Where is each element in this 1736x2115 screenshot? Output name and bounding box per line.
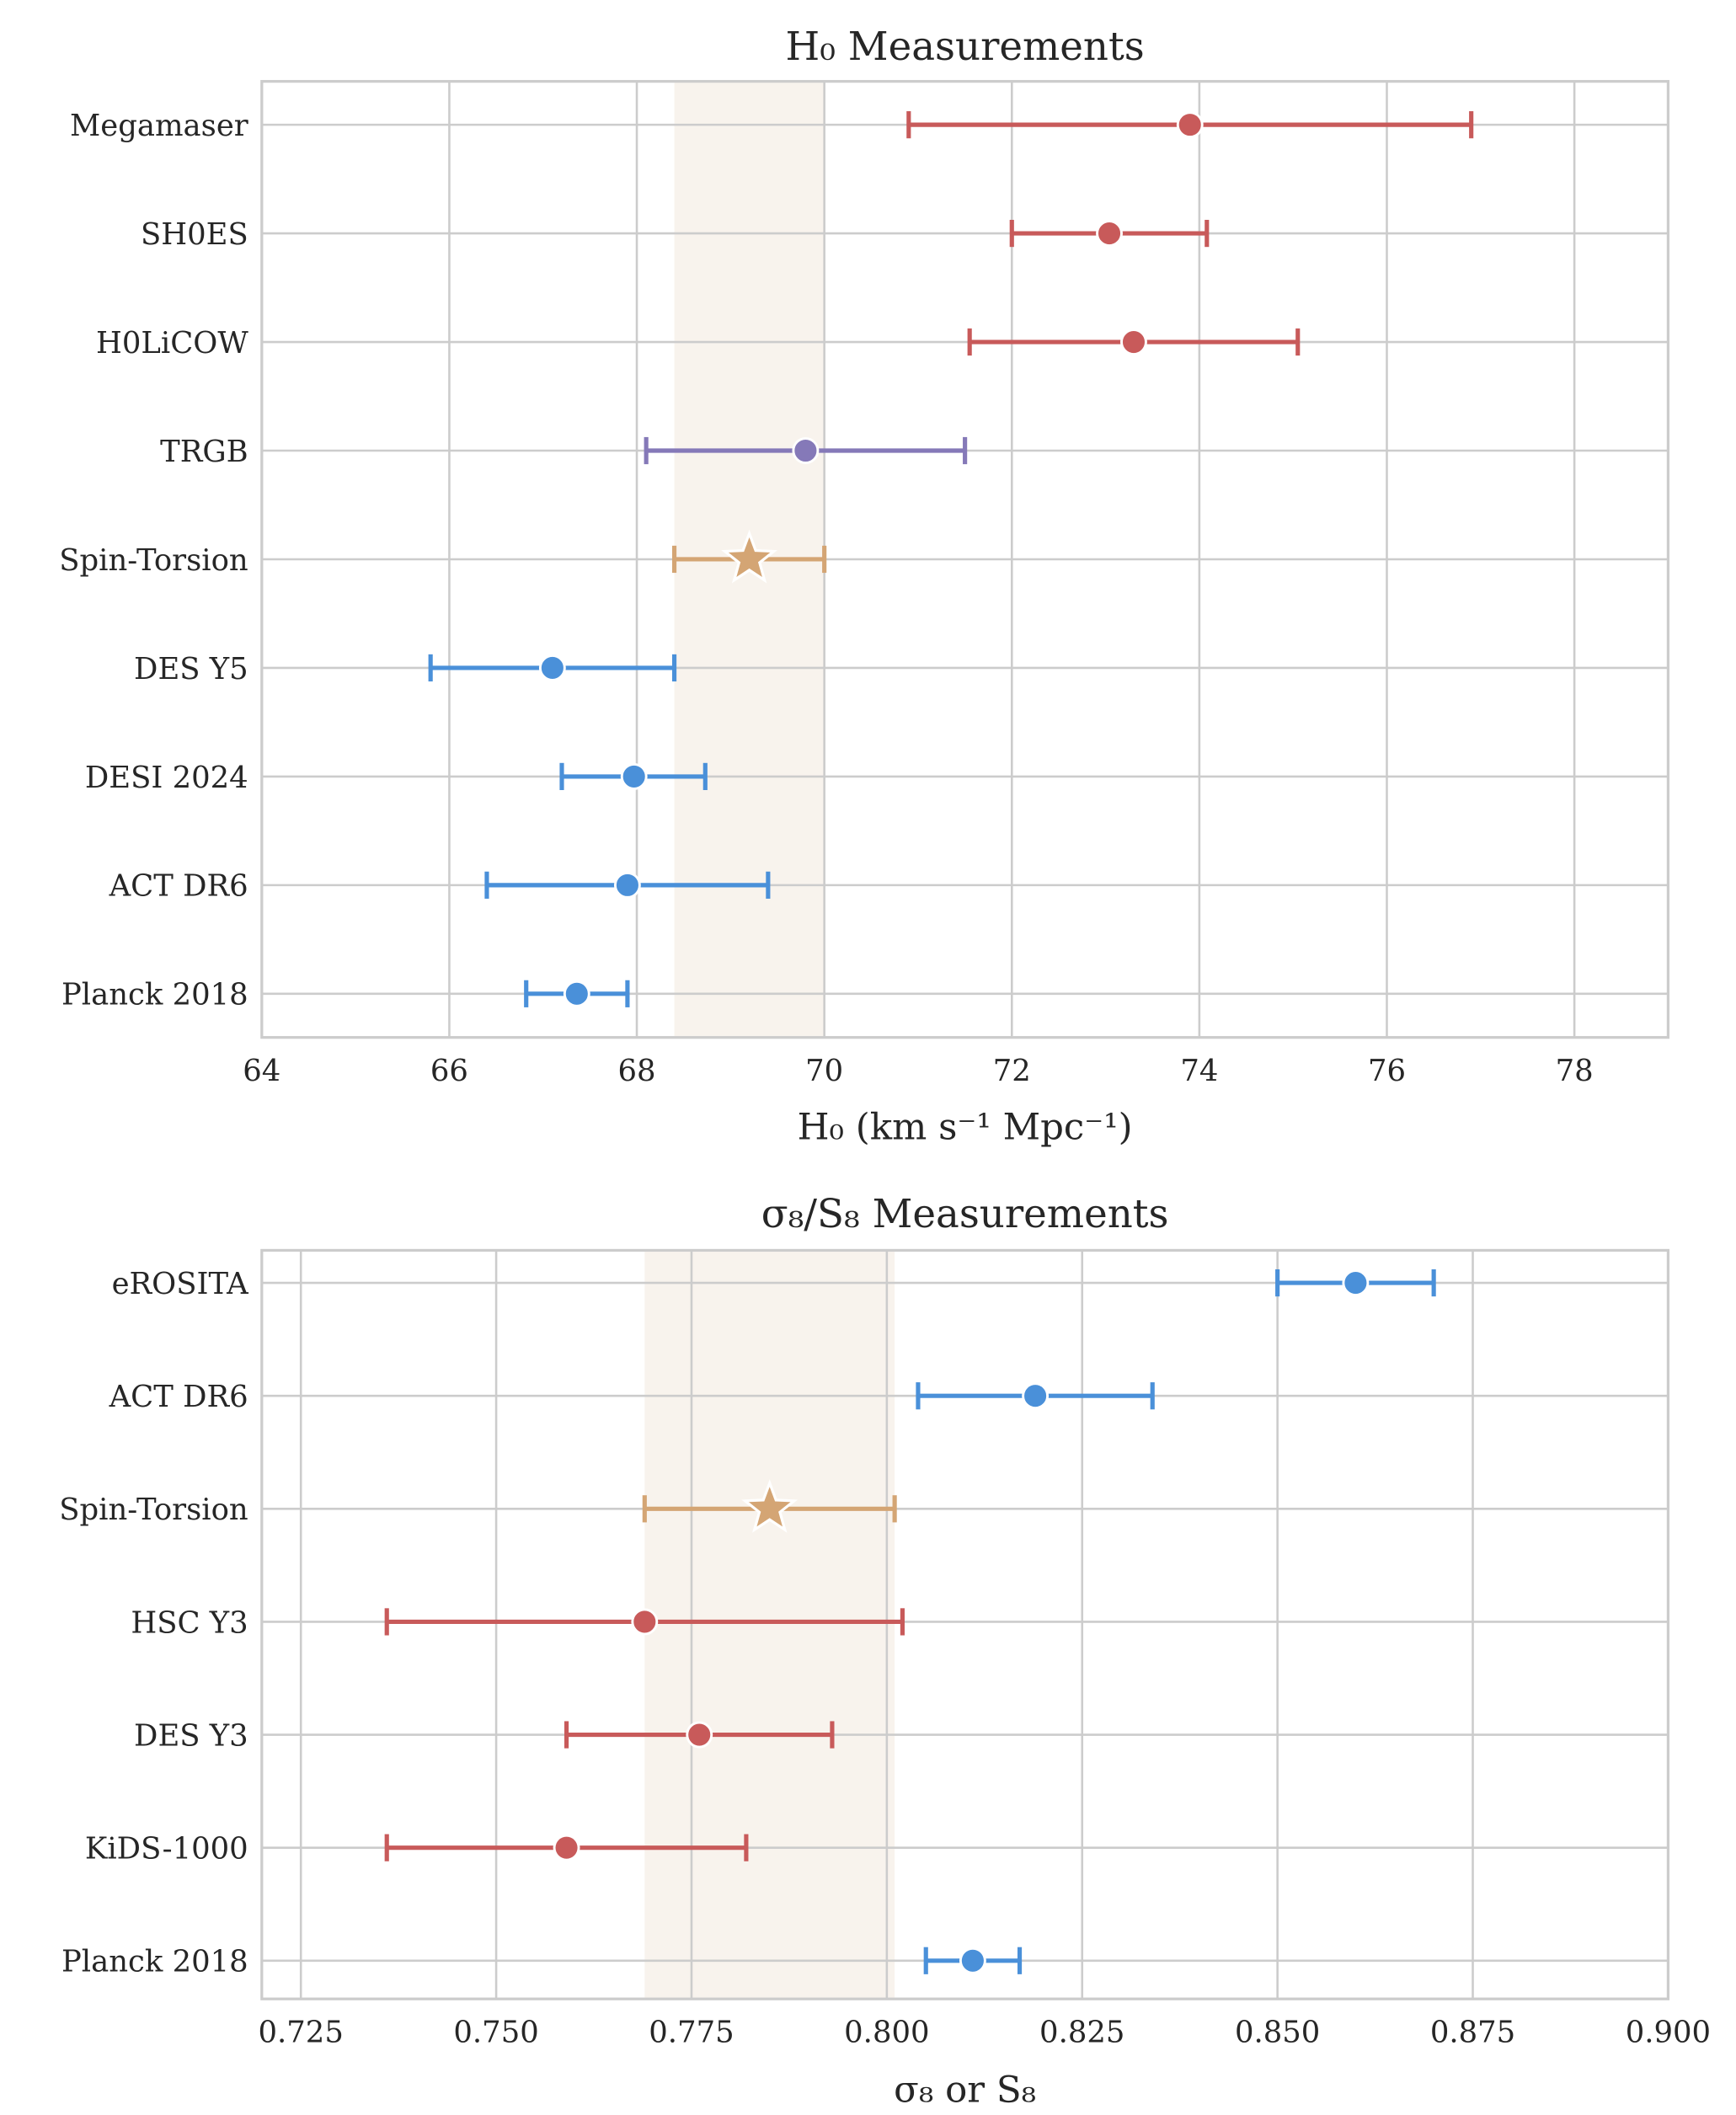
data-point-megamaser: [906, 111, 1474, 139]
data-point-act-dr6: [484, 871, 771, 899]
x-tick-label: 0.800: [844, 2016, 929, 2050]
x-tick-label: 64: [243, 1054, 280, 1088]
data-point-planck-2018: [923, 1947, 1023, 1974]
category-label: ACT DR6: [109, 1380, 248, 1414]
category-label: DESI 2024: [85, 761, 248, 795]
chart-title: H₀ Measurements: [786, 24, 1145, 70]
category-label: KiDS-1000: [85, 1832, 248, 1867]
x-tick-label: 74: [1180, 1054, 1218, 1088]
circle-marker: [631, 1608, 659, 1636]
category-label: Megamaser: [70, 109, 248, 143]
data-point-erosita: [1275, 1268, 1436, 1297]
x-tick-label: 70: [805, 1054, 843, 1088]
x-tick-label: 0.775: [649, 2016, 734, 2050]
x-tick-label: 68: [618, 1054, 656, 1088]
data-point-trgb: [644, 436, 968, 465]
star-marker: [741, 1479, 799, 1533]
data-point-spin-torsion: [642, 1479, 897, 1533]
x-axis-label: σ₈ or S₈: [894, 2070, 1036, 2112]
x-tick-label: 78: [1556, 1054, 1594, 1088]
x-tick-label: 66: [430, 1054, 468, 1088]
category-label: TRGB: [160, 435, 248, 469]
x-tick-label: 0.900: [1626, 2016, 1711, 2050]
data-point-planck-2018: [524, 980, 630, 1007]
data-point-act-dr6: [916, 1382, 1155, 1410]
category-label: H0LiCOW: [96, 326, 248, 361]
circle-marker: [1120, 328, 1147, 355]
x-tick-label: 0.825: [1039, 2016, 1124, 2050]
category-label: eROSITA: [112, 1267, 249, 1301]
x-tick-label: 72: [993, 1054, 1031, 1088]
x-tick-label: 0.750: [453, 2016, 538, 2050]
circle-marker: [1342, 1269, 1370, 1297]
category-label: DES Y5: [134, 652, 248, 686]
category-label: HSC Y3: [131, 1605, 248, 1640]
x-tick-label: 0.875: [1430, 2016, 1515, 2050]
circle-marker: [686, 1721, 713, 1749]
category-label: Planck 2018: [61, 1945, 248, 1979]
data-point-sh0es: [1009, 219, 1210, 248]
category-label: ACT DR6: [109, 869, 248, 904]
x-tick-label: 0.725: [259, 2016, 344, 2050]
chart-1: 64 66 68 70 72 74 76 78 Megamaser SH0ES H0LiCOW TRG…: [59, 24, 1670, 1148]
data-point-desi-2024: [559, 762, 708, 791]
category-label: Planck 2018: [61, 978, 248, 1012]
category-label: Spin-Torsion: [59, 543, 248, 578]
circle-marker: [563, 980, 590, 1007]
category-label: SH0ES: [141, 217, 248, 252]
category-label: Spin-Torsion: [59, 1493, 248, 1527]
circle-marker: [1022, 1382, 1050, 1410]
circle-marker: [1176, 111, 1204, 139]
x-axis-label: H₀ (km s⁻¹ Mpc⁻¹): [798, 1106, 1133, 1148]
chart-title: σ₈/S₈ Measurements: [761, 1192, 1169, 1237]
model-band: [644, 1250, 895, 2000]
circle-marker: [613, 871, 641, 899]
circle-marker: [538, 654, 566, 681]
circle-marker: [553, 1834, 580, 1861]
data-point-spin-torsion: [671, 529, 827, 584]
plot-frame: [260, 79, 1670, 1039]
data-point-des-y5: [428, 654, 677, 682]
chart-2: 0.725 0.750 0.775 0.800 0.825 0.850 0.875 0.900…: [59, 1192, 1711, 2111]
data-point-kids-1000: [384, 1834, 749, 1861]
data-point-hsc-y3: [384, 1608, 905, 1636]
circle-marker: [620, 762, 648, 790]
data-point-h0licow: [967, 328, 1301, 356]
circle-marker: [792, 437, 820, 464]
x-tick-label: 0.850: [1235, 2016, 1320, 2050]
category-label: DES Y3: [134, 1718, 248, 1753]
data-point-des-y3: [564, 1721, 835, 1749]
circle-marker: [1096, 220, 1123, 248]
circle-marker: [959, 1947, 986, 1974]
star-marker: [721, 529, 778, 584]
plot-frame: [260, 1248, 1670, 2000]
x-tick-label: 76: [1368, 1054, 1406, 1088]
